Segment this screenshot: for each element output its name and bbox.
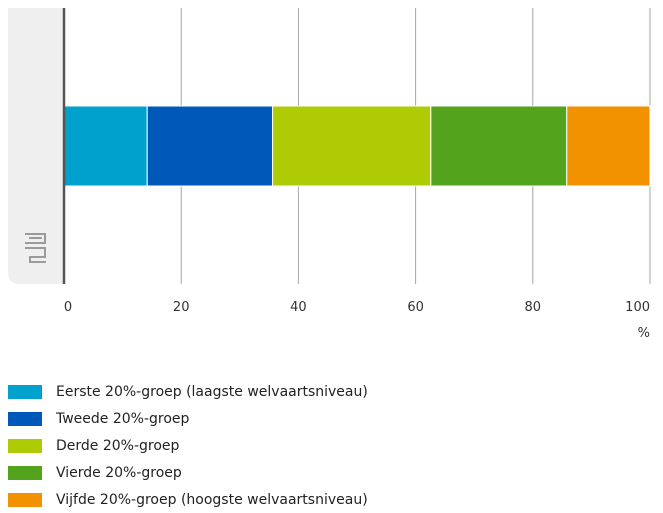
legend-swatch (8, 411, 42, 426)
legend-swatch (8, 438, 42, 453)
x-tick-label: 40 (290, 300, 307, 315)
legend-item: Tweede 20%-groep (8, 405, 648, 432)
category-band (8, 8, 63, 284)
legend-swatch (8, 384, 42, 399)
legend-label: Tweede 20%-groep (56, 410, 190, 427)
x-tick-label: 20 (173, 300, 190, 315)
bar-segment-4 (430, 105, 568, 187)
legend-label: Eerste 20%-groep (laagste welvaartsnivea… (56, 383, 368, 400)
bar-segment-1 (63, 105, 148, 187)
bar-segment-2 (146, 105, 274, 187)
x-axis-unit: % (638, 326, 650, 341)
legend-label: Derde 20%-groep (56, 437, 180, 454)
legend-swatch (8, 465, 42, 480)
x-tick-label: 80 (525, 300, 542, 315)
legend-label: Vierde 20%-groep (56, 464, 182, 481)
legend-item: Vijfde 20%-groep (hoogste welvaartsnivea… (8, 486, 648, 513)
legend: Eerste 20%-groep (laagste welvaartsnivea… (8, 378, 648, 513)
cbs-logo-icon (25, 233, 46, 263)
bar-segment-3 (272, 105, 432, 187)
bar-segment-5 (566, 105, 651, 187)
x-tick-label: 60 (407, 300, 424, 315)
legend-item: Vierde 20%-groep (8, 459, 648, 486)
legend-label: Vijfde 20%-groep (hoogste welvaartsnivea… (56, 491, 368, 508)
legend-item: Eerste 20%-groep (laagste welvaartsnivea… (8, 378, 648, 405)
stacked-bar-chart: 0 20 40 60 80 100 % (8, 8, 651, 341)
legend-item: Derde 20%-groep (8, 432, 648, 459)
x-tick-label: 0 (64, 300, 72, 315)
legend-swatch (8, 492, 42, 507)
x-tick-label: 100 (625, 300, 650, 315)
